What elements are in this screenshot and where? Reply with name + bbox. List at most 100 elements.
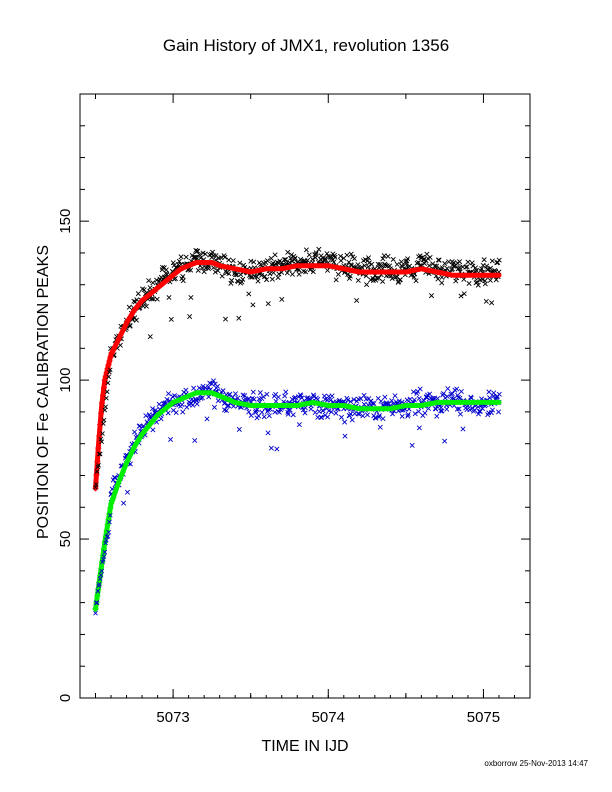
scatter-point-0 xyxy=(187,314,193,320)
scatter-point-0 xyxy=(198,255,204,261)
scatter-point-0 xyxy=(385,253,391,259)
scatter-point-start xyxy=(101,554,107,559)
scatter-point-0 xyxy=(275,275,281,281)
fit-marker-3 xyxy=(107,504,114,511)
scatter-point-1 xyxy=(285,407,292,413)
scatter-point-0 xyxy=(249,274,255,280)
scatter-point-0 xyxy=(246,291,252,297)
scatter-point-0 xyxy=(413,278,419,284)
fit-marker-2 xyxy=(92,485,99,492)
fit-marker-2 xyxy=(95,445,102,452)
scatter-point-1 xyxy=(248,412,254,419)
fit-marker-2 xyxy=(106,358,113,365)
x-tick-label: 5074 xyxy=(312,709,345,726)
scatter-point-0 xyxy=(469,260,475,266)
scatter-point-1 xyxy=(150,427,156,433)
scatter-point-1 xyxy=(405,413,411,419)
scatter-point-0 xyxy=(180,274,186,280)
scatter-point-1 xyxy=(192,438,198,444)
scatter-point-0 xyxy=(248,258,254,264)
scatter-point-1 xyxy=(319,414,325,421)
scatter-point-1 xyxy=(488,410,494,416)
scatter-point-0 xyxy=(344,252,350,258)
scatter-point-0 xyxy=(147,334,153,340)
scatter-point-1 xyxy=(328,409,334,415)
scatter-point-1 xyxy=(204,416,210,422)
scatter-point-0 xyxy=(133,317,139,323)
scatter-point-0 xyxy=(382,262,388,268)
scatter-point-0 xyxy=(197,252,203,258)
scatter-point-1 xyxy=(364,412,370,418)
scatter-point-0 xyxy=(354,297,360,304)
scatter-point-1 xyxy=(173,410,179,416)
scatter-point-1 xyxy=(214,383,220,389)
scatter-point-0 xyxy=(436,257,442,263)
scatter-point-1 xyxy=(448,391,454,397)
scatter-point-start xyxy=(104,537,109,543)
scatter-point-1 xyxy=(496,391,502,397)
scatter-point-1 xyxy=(348,411,354,417)
scatter-point-0 xyxy=(250,302,256,308)
scatter-point-start-black xyxy=(106,374,112,380)
scatter-point-start-black xyxy=(97,451,103,457)
scatter-point-1 xyxy=(195,396,201,402)
scatter-point-0 xyxy=(442,260,448,266)
fit-marker-2 xyxy=(107,354,114,361)
scatter-point-start-black xyxy=(98,436,104,442)
scatter-point-0 xyxy=(380,256,386,262)
scatter-point-1 xyxy=(261,414,267,420)
scatter-point-1 xyxy=(293,394,299,401)
scatter-point-1 xyxy=(360,413,366,419)
scatter-point-1 xyxy=(137,423,143,429)
scatter-point-1 xyxy=(274,446,280,452)
scatter-point-1 xyxy=(454,406,460,412)
scatter-point-1 xyxy=(265,407,271,413)
scatter-point-1 xyxy=(458,388,464,395)
scatter-point-1 xyxy=(165,391,172,397)
scatter-point-0 xyxy=(382,261,388,267)
scatter-point-1 xyxy=(226,403,232,409)
scatter-point-0 xyxy=(387,263,393,269)
scatter-point-0 xyxy=(422,260,428,266)
scatter-point-0 xyxy=(240,276,246,282)
scatter-point-0 xyxy=(150,280,156,286)
scatter-point-1 xyxy=(333,410,339,416)
scatter-point-start-black xyxy=(100,421,106,426)
scatter-point-1 xyxy=(425,406,431,412)
scatter-point-0 xyxy=(398,259,404,265)
scatter-point-1 xyxy=(266,413,272,419)
scatter-point-0 xyxy=(229,277,235,283)
scatter-point-0 xyxy=(414,260,420,266)
scatter-point-1 xyxy=(444,406,450,412)
scatter-point-0 xyxy=(310,269,316,275)
scatter-point-1 xyxy=(254,407,260,413)
scatter-point-start xyxy=(94,600,100,605)
scatter-point-0 xyxy=(333,277,339,283)
scatter-point-1 xyxy=(156,401,162,407)
scatter-point-1 xyxy=(427,391,433,397)
scatter-point-0 xyxy=(178,254,184,260)
scatter-point-1 xyxy=(338,414,344,420)
scatter-point-1 xyxy=(168,437,174,443)
scatter-point-1 xyxy=(460,426,466,432)
scatter-point-0 xyxy=(474,279,480,285)
scatter-point-1 xyxy=(416,409,422,415)
scatter-point-0 xyxy=(195,267,201,273)
scatter-point-0 xyxy=(381,253,387,259)
scatter-point-1 xyxy=(457,395,463,401)
scatter-point-0 xyxy=(160,264,166,270)
scatter-point-1 xyxy=(329,393,335,399)
scatter-point-1 xyxy=(454,386,460,392)
scatter-point-1 xyxy=(210,378,216,384)
scatter-point-1 xyxy=(416,425,422,431)
scatter-point-start xyxy=(99,568,105,574)
scatter-point-1 xyxy=(198,395,204,401)
scatter-point-0 xyxy=(313,250,319,256)
scatter-point-0 xyxy=(296,271,302,277)
scatter-point-1 xyxy=(199,395,205,401)
scatter-point-1 xyxy=(390,411,396,417)
scatter-point-1 xyxy=(412,411,418,417)
scatter-point-1 xyxy=(457,411,463,417)
scatter-point-0 xyxy=(435,276,441,282)
scatter-point-0 xyxy=(212,269,218,275)
